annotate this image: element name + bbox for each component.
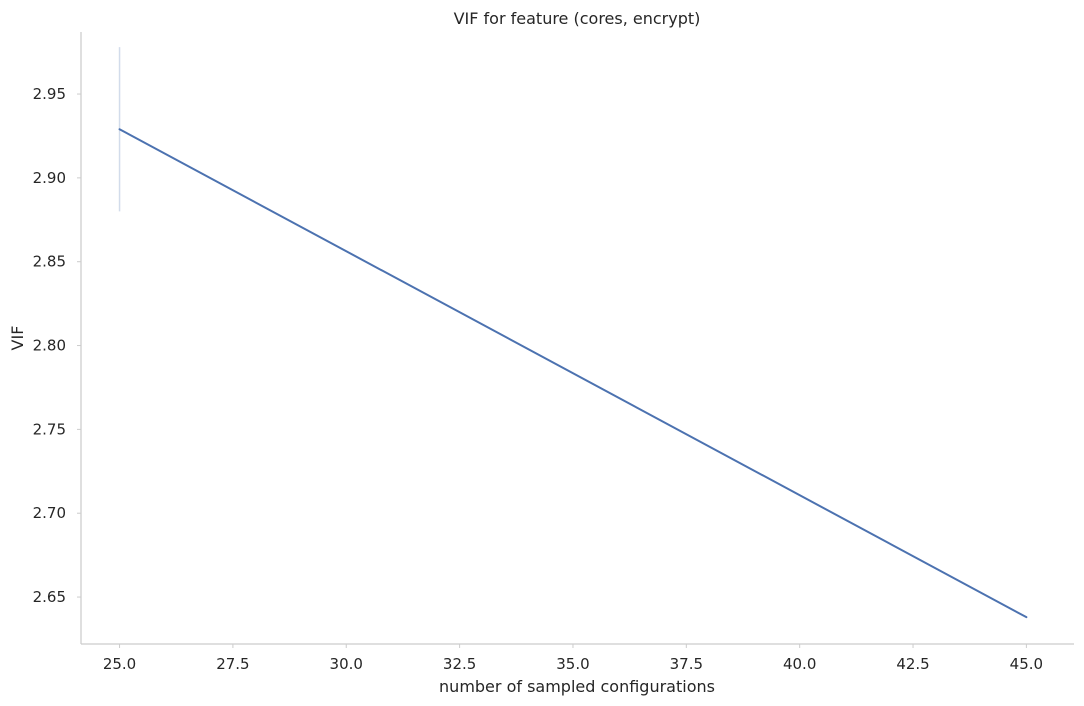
- y-axis-title: VIF: [8, 326, 27, 351]
- x-tick-label: 35.0: [556, 655, 589, 673]
- y-tick-label: 2.80: [33, 337, 66, 355]
- y-axis-ticks: 2.65 2.70 2.75 2.80 2.85 2.90 2.95: [33, 85, 81, 606]
- series-line: [118, 128, 1028, 619]
- x-tick-label: 37.5: [670, 655, 703, 673]
- x-tick-label: 45.0: [1010, 655, 1043, 673]
- y-tick-label: 2.95: [33, 85, 66, 103]
- y-tick-label: 2.75: [33, 420, 66, 438]
- x-tick-label: 30.0: [330, 655, 363, 673]
- x-axis-ticks: 25.0 27.5 30.0 32.5 35.0 37.5 40.0 42.5 45.0: [103, 644, 1043, 673]
- x-tick-label: 25.0: [103, 655, 136, 673]
- x-tick-label: 42.5: [896, 655, 929, 673]
- y-tick-label: 2.90: [33, 169, 66, 187]
- plot-area: [118, 47, 1028, 619]
- x-axis-title: number of sampled configurations: [439, 677, 715, 696]
- chart-title: VIF for feature (cores, encrypt): [454, 9, 701, 28]
- x-tick-label: 27.5: [216, 655, 249, 673]
- x-tick-label: 40.0: [783, 655, 816, 673]
- y-tick-label: 2.85: [33, 253, 66, 271]
- y-tick-label: 2.65: [33, 588, 66, 606]
- x-tick-label: 32.5: [443, 655, 476, 673]
- y-tick-label: 2.70: [33, 504, 66, 522]
